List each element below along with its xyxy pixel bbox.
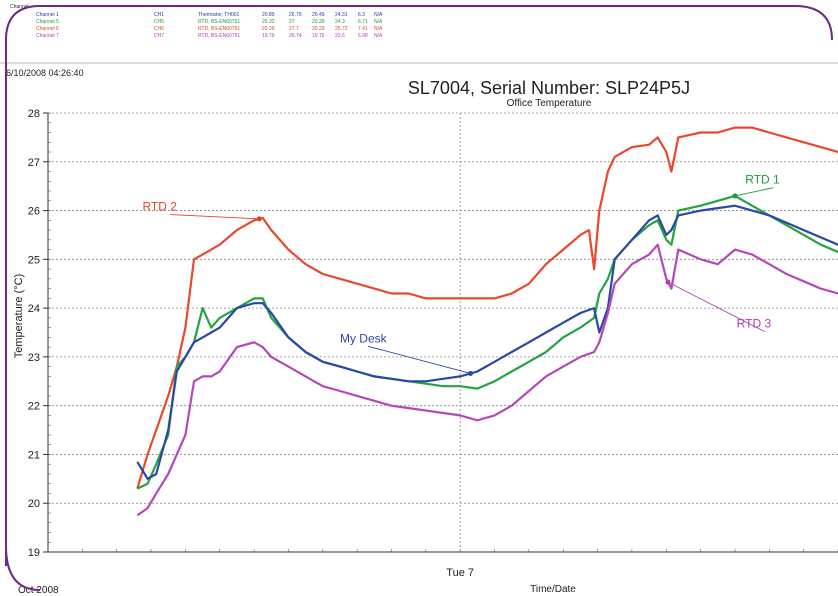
legend-channel-name: Channel 1 — [36, 12, 59, 18]
legend-channel-id: CH5 — [154, 19, 165, 25]
legend-value: 20.29 — [262, 26, 275, 32]
legend-value: 24.31 — [335, 12, 348, 18]
y-tick-label: 26 — [28, 206, 40, 218]
annotation-pointer-rtd-2 — [170, 214, 260, 220]
legend-channel-name: Channel 6 — [36, 26, 59, 32]
legend-channel-id: CH6 — [154, 26, 165, 32]
legend-row: Channel 7 CH7 RTD, BS-EN60751 19.79 26.7… — [4, 33, 424, 41]
legend-value: 20.89 — [262, 12, 275, 18]
frame-border-corner — [5, 545, 41, 591]
legend-sensor: RTD, BS-EN60751 — [198, 19, 241, 25]
legend-value: N/A — [374, 33, 383, 39]
legend-value: 26.79 — [289, 12, 302, 18]
y-axis-label: Temperature (°C) — [13, 274, 25, 358]
chart-title: SL7004, Serial Number: SLP24P5J — [408, 78, 690, 98]
legend-value: 19.79 — [262, 33, 275, 39]
annotation-marker-rtd-3 — [665, 279, 671, 285]
legend-channel-name: Channel 7 — [36, 33, 59, 39]
y-tick-label: 20 — [28, 498, 40, 510]
legend-value: 27 — [289, 19, 295, 25]
y-tick-label: 24 — [28, 303, 40, 315]
legend-value: N/A — [374, 26, 383, 32]
annotation-rtd-1: RTD 1 — [745, 173, 780, 187]
legend-sensor: RTD, BS-EN60751 — [198, 33, 241, 39]
y-tick-label: 22 — [28, 401, 40, 413]
legend-value: 25.72 — [335, 26, 348, 32]
legend-value: 23.6 — [335, 33, 345, 39]
y-tick-label: 21 — [28, 449, 40, 461]
y-tick-label: 19 — [28, 547, 40, 559]
legend-channel-name: Channel 5 — [36, 19, 59, 25]
annotation-pointer-my-desk — [367, 345, 471, 374]
legend-value: 24.3 — [335, 19, 345, 25]
legend-value: 20.39 — [312, 19, 325, 25]
legend-sensor: RTD, BS-EN60751 — [198, 26, 241, 32]
frame-border — [5, 5, 833, 566]
x-axis-label: Time/Date — [530, 584, 576, 595]
series-line-rtd-2 — [136, 126, 838, 489]
legend-row: Channel 6 CH6 RTD, BS-EN60751 20.29 27.7… — [4, 26, 424, 34]
y-tick-label: 28 — [28, 108, 40, 120]
legend-value: 20.49 — [312, 12, 325, 18]
annotation-pointer-rtd-1 — [734, 187, 774, 197]
annotation-rtd-2: RTD 2 — [142, 200, 177, 214]
legend-channel-id: CH7 — [154, 33, 165, 39]
annotation-my-desk: My Desk — [340, 331, 388, 345]
y-tick-label: 23 — [28, 352, 40, 364]
annotation-marker-rtd-1 — [732, 193, 738, 199]
legend-value: 20.29 — [312, 26, 325, 32]
y-tick-label: 25 — [28, 254, 40, 266]
legend-header: Channel — [10, 4, 29, 10]
legend-value: 6.98 — [358, 33, 368, 39]
legend-sensor: Thermistor, TH001 — [198, 12, 240, 18]
legend-channel-id: CH1 — [154, 12, 165, 18]
chart-subtitle: Office Temperature — [507, 98, 592, 109]
series-line-my-desk — [136, 204, 838, 480]
annotation-marker-rtd-2 — [256, 216, 262, 222]
x-tick-label: Tue 7 — [446, 567, 474, 579]
annotation-rtd-3: RTD 3 — [737, 317, 772, 331]
legend-row: Channel 5 CH5 RTD, BS-EN60751 20.32 27 2… — [4, 19, 424, 27]
legend-value: 26.74 — [289, 33, 302, 39]
legend-value: 19.76 — [312, 33, 325, 39]
channel-legend-table: Channel Channel 1 CH1 Thermistor, TH001 … — [4, 2, 834, 64]
annotation-marker-my-desk — [467, 370, 473, 376]
series-line-rtd-3 — [136, 243, 838, 517]
legend-value: N/A — [374, 19, 383, 25]
timestamp-label: 6/10/2008 04:26:40 — [6, 68, 84, 78]
legend-value: 7.41 — [358, 26, 368, 32]
annotation-pointer-rtd-3 — [667, 281, 765, 333]
series-line-rtd-1 — [136, 194, 838, 490]
y-tick-label: 27 — [28, 157, 40, 169]
legend-value: N/A — [374, 12, 383, 18]
legend-value: 27.7 — [289, 26, 299, 32]
legend-row: Channel 1 CH1 Thermistor, TH001 20.89 26… — [4, 12, 424, 20]
legend-value: 6.3 — [358, 12, 365, 18]
legend-value: 20.32 — [262, 19, 275, 25]
legend-value: 6.71 — [358, 19, 368, 25]
